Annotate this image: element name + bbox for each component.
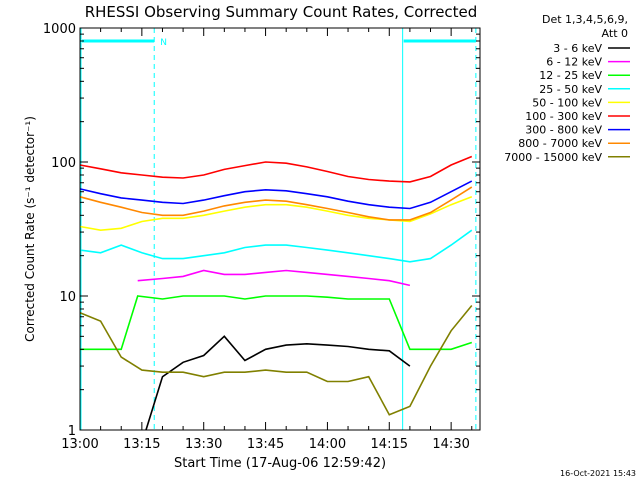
legend-label-8: 7000 - 15000 keV bbox=[504, 151, 602, 164]
legend-label-4: 50 - 100 keV bbox=[532, 96, 602, 109]
legend-header-detectors: Det 1,3,4,5,6,9, bbox=[542, 13, 628, 26]
x-tick-label: 13:15 bbox=[123, 437, 160, 452]
x-tick-label: 14:15 bbox=[371, 437, 408, 452]
y-tick-label: 100 bbox=[51, 156, 76, 171]
series-line-3 bbox=[79, 229, 473, 263]
x-tick-label: 14:30 bbox=[432, 437, 469, 452]
series-line-6 bbox=[79, 180, 473, 210]
series-line-1 bbox=[137, 269, 411, 287]
series-line-8 bbox=[79, 304, 473, 416]
series-line-0 bbox=[145, 335, 411, 431]
legend-label-3: 25 - 50 keV bbox=[539, 83, 602, 96]
series-line-4 bbox=[79, 196, 473, 232]
legend-label-5: 100 - 300 keV bbox=[525, 110, 602, 123]
series-line-7 bbox=[79, 186, 473, 221]
series-line-2 bbox=[80, 295, 473, 351]
x-tick-label: 13:00 bbox=[61, 437, 98, 452]
x-tick-label: 13:30 bbox=[185, 437, 222, 452]
legend-label-7: 800 - 7000 keV bbox=[518, 137, 602, 150]
plot-area: N bbox=[79, 28, 477, 431]
series-line-5 bbox=[79, 155, 473, 183]
x-axis-label: Start Time (17-Aug-06 12:59:42) bbox=[174, 456, 386, 471]
x-tick-label: 14:00 bbox=[309, 437, 346, 452]
chart-title: RHESSI Observing Summary Count Rates, Co… bbox=[85, 3, 478, 21]
legend-label-0: 3 - 6 keV bbox=[553, 42, 602, 55]
x-tick-label: 13:45 bbox=[247, 437, 284, 452]
legend-label-1: 6 - 12 keV bbox=[546, 56, 602, 69]
legend-label-6: 300 - 800 keV bbox=[525, 124, 602, 137]
legend-header-attenuator: Att 0 bbox=[602, 27, 628, 40]
y-tick-label: 10 bbox=[59, 290, 76, 305]
plot-frame bbox=[79, 27, 481, 431]
y-tick-label: 1000 bbox=[43, 22, 76, 37]
y-tick-label: 1 bbox=[68, 424, 76, 439]
night-marker-label: N bbox=[160, 38, 167, 48]
axes: 1 10 100 1000 13:00 13:15 13:30 13:45 14:00 14:15… bbox=[43, 22, 480, 452]
y-axis-label: Corrected Count Rate (s⁻¹ detector⁻¹) bbox=[23, 116, 37, 342]
timestamp: 16-Oct-2021 15:43 bbox=[560, 469, 636, 478]
legend-label-2: 12 - 25 keV bbox=[539, 69, 602, 82]
